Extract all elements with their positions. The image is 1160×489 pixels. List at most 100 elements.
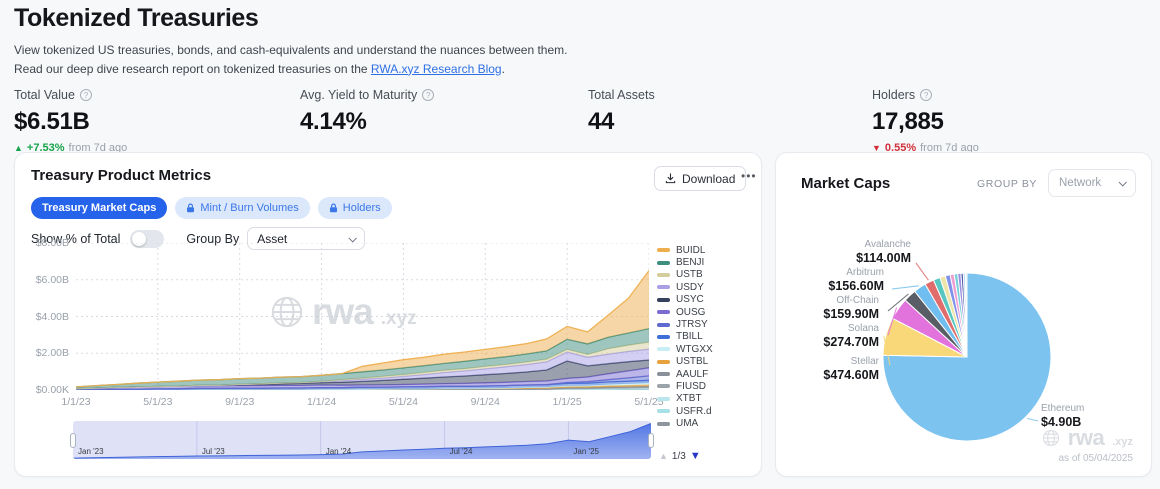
stat-label: Total Assets xyxy=(588,88,655,102)
chevron-down-icon xyxy=(348,233,358,243)
chart-legend: BUIDL BENJI USTB USDY USYC OUSG JTRSY TBILL WTGX… xyxy=(657,244,713,430)
legend-item-USDY[interactable]: USDY xyxy=(657,281,713,293)
brush-handle-right[interactable] xyxy=(648,433,654,448)
metric-tabs: Treasury Market Caps Mint / Burn Volumes… xyxy=(31,197,392,219)
stat-holders: Holders? 17,885 ▼ 0.55% from 7d ago xyxy=(872,88,979,154)
info-icon[interactable]: ? xyxy=(920,89,933,101)
as-of-date: as of 05/04/2025 xyxy=(1058,453,1133,464)
lock-icon xyxy=(329,203,337,213)
pie-leader-line-off-chain xyxy=(887,293,909,312)
info-icon[interactable]: ? xyxy=(422,89,435,101)
stat-value: $6.51B xyxy=(14,108,90,135)
stat-value: 44 xyxy=(588,108,615,135)
description-text: View tokenized US treasuries, bonds, and… xyxy=(14,43,568,76)
legend-page-indicator: 1/3 xyxy=(671,450,686,462)
more-options-button[interactable]: ••• xyxy=(741,169,757,183)
legend-color-chip xyxy=(657,310,670,315)
legend-item-USFR.d[interactable]: USFR.d xyxy=(657,405,713,417)
legend-color-chip xyxy=(657,334,670,339)
stat-delta: ▼ 0.55% from 7d ago xyxy=(872,142,979,154)
legend-label: USDY xyxy=(676,281,704,293)
show-percent-label: Show % of Total xyxy=(31,231,121,246)
legend-item-BUIDL[interactable]: BUIDL xyxy=(657,244,713,256)
pie-leader-line-solana xyxy=(887,307,898,336)
legend-item-BENJI[interactable]: BENJI xyxy=(657,256,713,268)
legend-color-chip xyxy=(657,421,670,426)
tab-treasury-market-caps[interactable]: Treasury Market Caps xyxy=(31,197,168,219)
select-value: Asset xyxy=(257,231,288,246)
legend-item-XTBT[interactable]: XTBT xyxy=(657,393,713,405)
show-percent-toggle[interactable] xyxy=(130,229,165,248)
select-value: Network xyxy=(1059,177,1102,189)
tab-mint-burn-volumes[interactable]: Mint / Burn Volumes xyxy=(175,197,310,219)
pie-slice-ethereum xyxy=(882,272,1052,442)
delta-value: +7.53% xyxy=(26,142,65,154)
legend-item-JTRSY[interactable]: JTRSY xyxy=(657,318,713,330)
card-title: Treasury Product Metrics xyxy=(31,167,212,184)
brush-tick-label: Jan '23 xyxy=(78,447,104,456)
area-band-USDY xyxy=(76,349,649,389)
info-icon[interactable]: ? xyxy=(79,89,92,101)
legend-item-USTBL[interactable]: USTBL xyxy=(657,356,713,368)
stat-value: 17,885 xyxy=(872,108,944,135)
stat-avg-yield: Avg. Yield to Maturity? 4.14% xyxy=(300,88,435,136)
legend-label: XTBT xyxy=(676,393,702,405)
page-description: View tokenized US treasuries, bonds, and… xyxy=(14,41,574,78)
x-tick-label: 1/1/24 xyxy=(306,396,337,408)
x-tick-label: 9/1/23 xyxy=(225,396,255,408)
legend-item-USYC[interactable]: USYC xyxy=(657,294,713,306)
tab-holders[interactable]: Holders xyxy=(317,197,392,219)
legend-label: BENJI xyxy=(676,257,705,269)
group-by-network-select[interactable]: Network xyxy=(1048,169,1136,197)
research-blog-link[interactable]: RWA.xyz Research Blog xyxy=(370,61,502,76)
pie-leader-line-stellar xyxy=(883,335,891,366)
card-title: Market Caps xyxy=(801,175,891,192)
legend-label: FIUSD xyxy=(676,380,706,392)
pie-leader-line-avalanche xyxy=(915,262,929,281)
legend-color-chip xyxy=(657,322,670,327)
legend-label: WTGXX xyxy=(676,343,713,355)
stat-delta: ▲ +7.53% from 7d ago xyxy=(14,142,127,154)
stat-value: 4.14% xyxy=(300,108,367,135)
legend-color-chip xyxy=(657,285,670,290)
legend-page-down-icon[interactable]: ▼ xyxy=(689,450,701,462)
legend-item-WTGXX[interactable]: WTGXX xyxy=(657,343,713,355)
group-by-caption: GROUP BY xyxy=(977,178,1038,190)
legend-color-chip xyxy=(657,347,670,352)
download-button[interactable]: Download xyxy=(654,166,747,191)
legend-item-UMA[interactable]: UMA xyxy=(657,417,713,429)
tab-label: Mint / Burn Volumes xyxy=(200,202,299,214)
legend-page-up-icon[interactable]: ▲ xyxy=(659,451,668,461)
legend-color-chip xyxy=(657,297,670,302)
timeline-brush[interactable]: Jan '23 Jul '23 Jan '24 Jul '24 Jan '25 xyxy=(70,421,654,459)
download-label: Download xyxy=(682,171,736,186)
legend-item-AAULF[interactable]: AAULF xyxy=(657,368,713,380)
legend-color-chip xyxy=(657,248,670,253)
stat-total-value: Total Value? $6.51B ▲ +7.53% from 7d ago xyxy=(14,88,127,154)
market-caps-card: Market Caps GROUP BY Network Avalanche $1… xyxy=(775,152,1152,477)
treasury-stacked-area-chart xyxy=(76,243,649,390)
tab-label: Treasury Market Caps xyxy=(42,202,157,214)
brush-tick-label: Jan '24 xyxy=(325,447,352,456)
legend-label: OUSG xyxy=(676,306,706,318)
description-period: . xyxy=(501,61,505,76)
legend-item-TBILL[interactable]: TBILL xyxy=(657,331,713,343)
pie-slice xyxy=(964,272,968,358)
chart-controls: Show % of Total Group By Asset xyxy=(31,227,366,250)
group-by-label: Group By xyxy=(186,231,240,246)
legend-item-OUSG[interactable]: OUSG xyxy=(657,306,713,318)
y-tick-label: $6.00B xyxy=(35,273,69,286)
x-tick-label: 5/1/25 xyxy=(634,396,664,408)
area-band-USYC xyxy=(76,360,649,389)
x-tick-label: 5/1/23 xyxy=(143,396,173,408)
legend-item-FIUSD[interactable]: FIUSD xyxy=(657,380,713,392)
legend-color-chip xyxy=(657,409,670,414)
group-by-asset-select[interactable]: Asset xyxy=(247,227,366,250)
legend-label: UMA xyxy=(676,418,699,430)
legend-label: JTRSY xyxy=(676,319,708,331)
x-tick-label: 1/1/23 xyxy=(61,396,91,408)
legend-item-USTB[interactable]: USTB xyxy=(657,269,713,281)
chevron-down-icon xyxy=(1118,178,1127,187)
brush-handle-left[interactable] xyxy=(70,433,76,448)
